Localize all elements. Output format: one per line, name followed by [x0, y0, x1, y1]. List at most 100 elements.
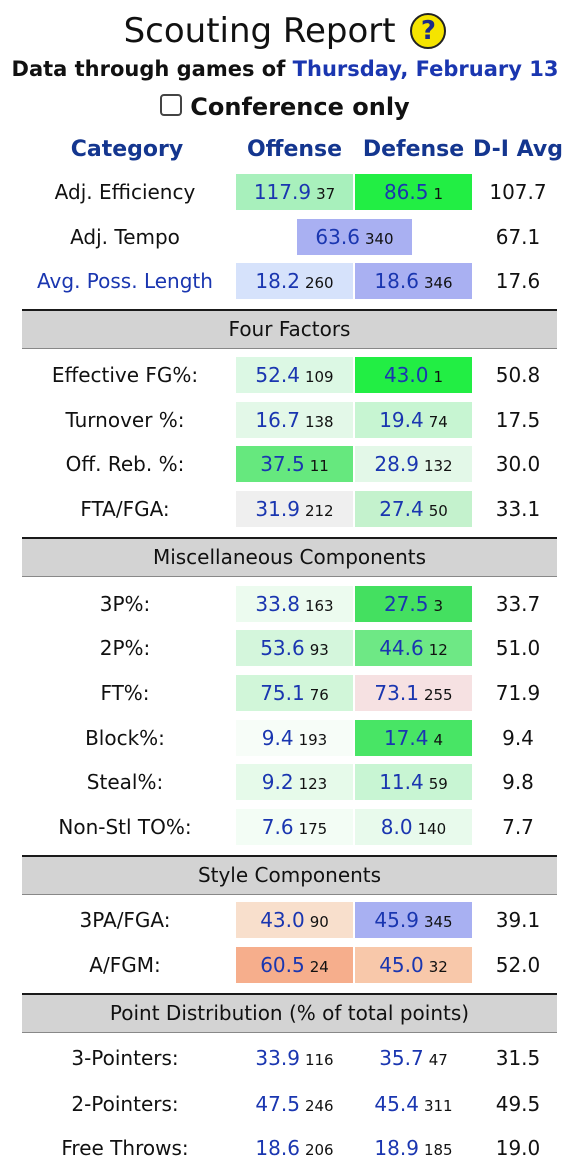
- offense-cell-value[interactable]: 31.9: [255, 497, 300, 521]
- defense-cell-rank: 3: [433, 597, 444, 615]
- conference-only-toggle[interactable]: Conference only: [0, 89, 570, 125]
- offense-cell: 31.9 212: [236, 491, 353, 527]
- offense-cell-value[interactable]: 52.4: [255, 363, 300, 387]
- defense-cell-rank: 255: [423, 686, 453, 704]
- subtitle-prefix: Data through games of: [11, 57, 293, 81]
- title-text: Scouting Report: [123, 11, 396, 51]
- offense-cell-value[interactable]: 60.5: [260, 953, 305, 977]
- defense-cell: 35.7 47: [355, 1040, 472, 1076]
- d1-avg-value: 17.6: [495, 269, 541, 293]
- defense-cell-value[interactable]: 43.0: [383, 363, 429, 387]
- offense-cell-rank: 246: [304, 1097, 334, 1115]
- row-label: A/FGM:: [89, 953, 161, 977]
- row-label: 2-Pointers:: [71, 1092, 179, 1116]
- defense-cell: 19.4 74: [355, 402, 472, 438]
- offense-cell-value[interactable]: 75.1: [260, 681, 305, 705]
- defense-cell-value[interactable]: 45.0: [379, 953, 424, 977]
- row-label: Off. Reb. %:: [65, 452, 185, 476]
- d1-avg-value: 9.8: [502, 770, 534, 794]
- offense-cell-rank: 123: [298, 775, 328, 793]
- defense-cell-rank: 50: [428, 502, 448, 520]
- defense-cell-value[interactable]: 17.4: [383, 726, 429, 750]
- row-label[interactable]: Avg. Poss. Length: [37, 269, 213, 293]
- offense-cell-rank: 93: [309, 641, 329, 659]
- row-label: Non-Stl TO%:: [58, 815, 192, 839]
- defense-cell-value[interactable]: 27.4: [379, 497, 424, 521]
- offense-cell: 43.0 90: [236, 902, 353, 938]
- offense-cell: 18.2 260: [236, 263, 353, 299]
- offense-cell-value[interactable]: 117.9: [253, 180, 312, 204]
- d1-avg-value: 33.1: [495, 497, 541, 521]
- row-label: FTA/FGA:: [80, 497, 170, 521]
- defense-cell-rank: 1: [433, 185, 444, 203]
- d1-avg-value: 39.1: [495, 908, 541, 932]
- offense-cell-value[interactable]: 18.2: [255, 269, 300, 293]
- offense-cell-value[interactable]: 9.4: [261, 726, 294, 750]
- defense-cell-value[interactable]: 44.6: [379, 636, 424, 660]
- row-label: 2P%:: [99, 636, 151, 660]
- offense-cell: 47.5 246: [236, 1086, 353, 1122]
- offense-cell-value[interactable]: 53.6: [260, 636, 305, 660]
- offense-cell-value[interactable]: 33.8: [255, 592, 300, 616]
- defense-cell: 73.1 255: [355, 675, 472, 711]
- offense-cell-value[interactable]: 33.9: [255, 1046, 300, 1070]
- offense-cell: 33.8 163: [236, 586, 353, 622]
- defense-cell-rank: 185: [423, 1141, 453, 1159]
- offense-cell-rank: 212: [304, 502, 334, 520]
- date-link[interactable]: Thursday, February 13: [292, 57, 559, 81]
- defense-cell-value[interactable]: 19.4: [379, 408, 424, 432]
- defense-cell-rank: 140: [417, 820, 447, 838]
- defense-cell-value[interactable]: 86.5: [383, 180, 429, 204]
- d1-avg-value: 107.7: [489, 180, 547, 204]
- offense-cell-value[interactable]: 18.6: [255, 1136, 300, 1160]
- defense-cell-value[interactable]: 73.1: [374, 681, 419, 705]
- defense-cell-value[interactable]: 27.5: [383, 592, 429, 616]
- tempo-cell-value[interactable]: 63.6: [315, 225, 360, 249]
- row-label: Steal%:: [86, 770, 164, 794]
- d1-avg-value: 31.5: [495, 1046, 541, 1070]
- row-label: Free Throws:: [61, 1136, 189, 1160]
- help-icon[interactable]: ?: [410, 13, 447, 49]
- defense-cell-value[interactable]: 11.4: [379, 770, 424, 794]
- defense-cell: 86.5 1: [355, 174, 472, 210]
- defense-cell-value[interactable]: 8.0: [380, 815, 413, 839]
- defense-cell: 11.4 59: [355, 764, 472, 800]
- tempo-cell-rank: 340: [364, 230, 394, 248]
- defense-cell-value[interactable]: 18.6: [374, 269, 419, 293]
- defense-cell-value[interactable]: 45.4: [374, 1092, 419, 1116]
- row-label: Block%:: [85, 726, 165, 750]
- defense-cell-value[interactable]: 18.9: [374, 1136, 419, 1160]
- offense-cell-value[interactable]: 43.0: [260, 908, 305, 932]
- d1-avg-value: 33.7: [495, 592, 541, 616]
- offense-cell-value[interactable]: 7.6: [261, 815, 294, 839]
- defense-cell: 45.0 32: [355, 947, 472, 983]
- d1-avg-value: 30.0: [495, 452, 541, 476]
- d1-avg-value: 19.0: [495, 1136, 541, 1160]
- row-label: Adj. Tempo: [70, 225, 180, 249]
- row-label: 3-Pointers:: [71, 1046, 179, 1070]
- defense-cell-value[interactable]: 45.9: [374, 908, 419, 932]
- d1-avg-value: 17.5: [495, 408, 541, 432]
- defense-cell-rank: 346: [423, 274, 453, 292]
- offense-cell-value[interactable]: 47.5: [255, 1092, 300, 1116]
- offense-cell-value[interactable]: 9.2: [261, 770, 294, 794]
- defense-cell-value[interactable]: 35.7: [379, 1046, 424, 1070]
- offense-cell-rank: 193: [298, 731, 328, 749]
- offense-cell-value[interactable]: 16.7: [255, 408, 300, 432]
- conference-only-checkbox[interactable]: [160, 94, 183, 116]
- defense-cell: 8.0 140: [355, 809, 472, 845]
- offense-cell-value[interactable]: 37.5: [260, 452, 305, 476]
- offense-cell: 52.4 109: [236, 357, 353, 393]
- offense-cell: 9.4 193: [236, 720, 353, 756]
- offense-cell-rank: 109: [304, 368, 334, 386]
- offense-cell-rank: 163: [304, 597, 334, 615]
- defense-cell-value[interactable]: 28.9: [374, 452, 419, 476]
- header-defense: Defense: [362, 137, 465, 162]
- offense-cell: 60.5 24: [236, 947, 353, 983]
- offense-cell: 9.2 123: [236, 764, 353, 800]
- d1-avg-value: 9.4: [502, 726, 534, 750]
- defense-cell-rank: 32: [428, 958, 448, 976]
- defense-cell: 27.5 3: [355, 586, 472, 622]
- offense-cell-rank: 206: [304, 1141, 334, 1159]
